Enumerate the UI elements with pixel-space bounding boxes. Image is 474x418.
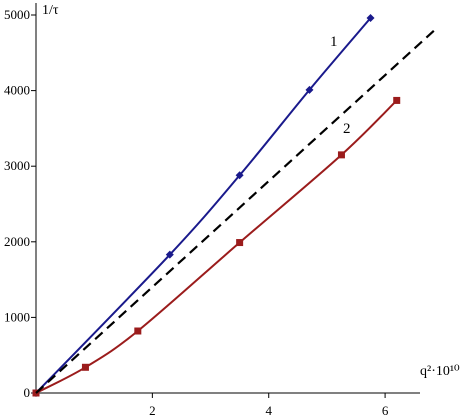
y-tick-label: 4000 bbox=[4, 83, 30, 98]
series-2-point bbox=[134, 327, 142, 335]
series-2-point bbox=[393, 96, 401, 104]
series-1-point bbox=[235, 171, 244, 180]
x-tick-label: 2 bbox=[149, 403, 156, 418]
x-axis-ticks: 2 4 6 bbox=[149, 393, 389, 418]
y-tick-label: 3000 bbox=[4, 158, 30, 173]
x-axis-title: q²·10¹⁰ bbox=[420, 364, 460, 379]
reference-dashed-line bbox=[35, 29, 436, 394]
series-2-point bbox=[81, 363, 89, 371]
series-2-point bbox=[236, 239, 244, 247]
series-1-label: 1 bbox=[330, 34, 338, 50]
y-tick-label: 5000 bbox=[4, 7, 30, 22]
series-1-point bbox=[305, 85, 314, 94]
y-axis-title: 1/τ bbox=[42, 3, 59, 18]
y-tick-label: 2000 bbox=[4, 234, 30, 249]
series-2-point bbox=[337, 151, 345, 159]
x-tick-label: 4 bbox=[265, 403, 272, 418]
y-tick-label: 0 bbox=[24, 385, 31, 400]
series-1-point bbox=[366, 14, 375, 23]
series-1-point bbox=[165, 250, 174, 259]
series-2-line bbox=[35, 99, 398, 394]
x-tick-label: 6 bbox=[382, 403, 389, 418]
series-2-label: 2 bbox=[343, 121, 351, 137]
series-layer bbox=[32, 14, 436, 397]
series-1-line bbox=[35, 17, 372, 394]
y-axis-ticks: 0 1000 2000 3000 4000 5000 bbox=[4, 7, 36, 400]
y-tick-label: 1000 bbox=[4, 309, 30, 324]
